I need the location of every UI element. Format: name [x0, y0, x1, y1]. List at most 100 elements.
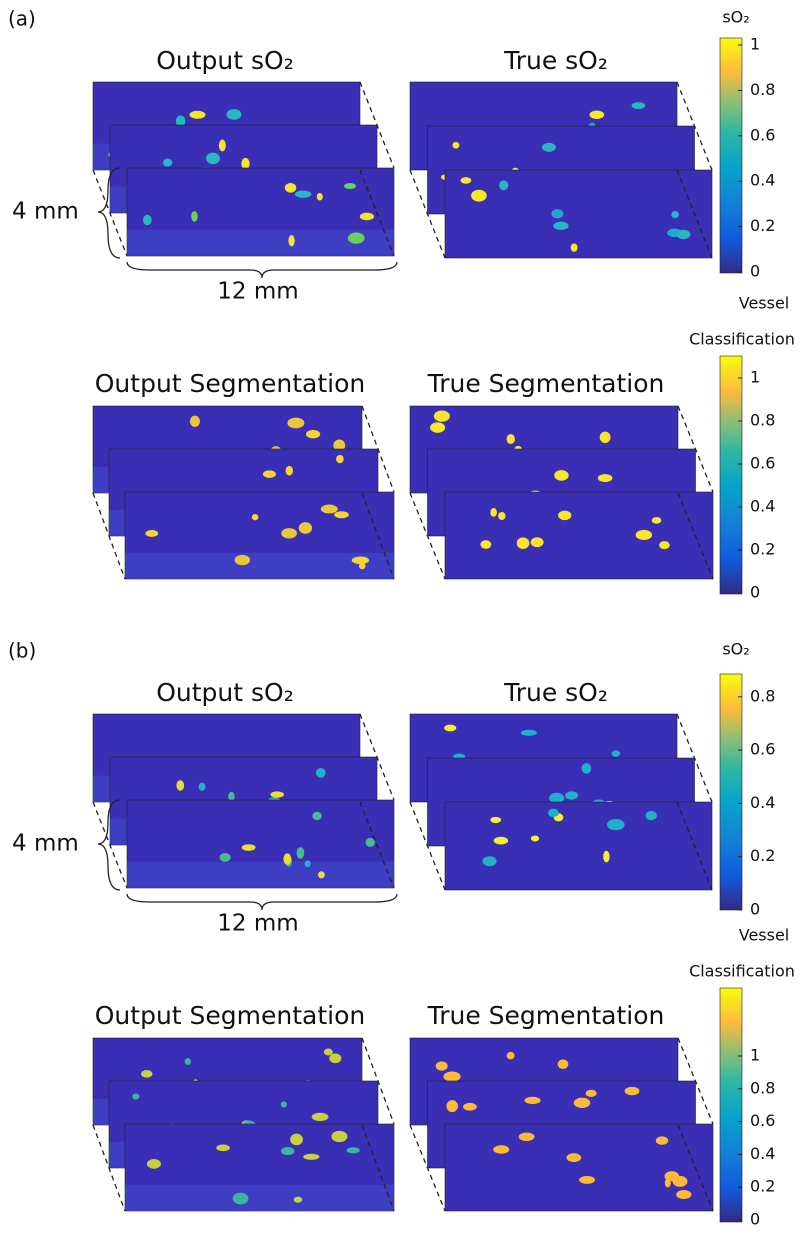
vessel: [176, 780, 184, 791]
vessel: [316, 768, 326, 778]
colorbar-label: sO₂: [722, 8, 749, 27]
vessel: [434, 410, 450, 421]
vessel: [199, 783, 206, 791]
vessel: [185, 1058, 191, 1065]
panel-title: True sO₂: [503, 678, 608, 707]
panel-title: True Segmentation: [427, 369, 665, 398]
vessel: [281, 1101, 287, 1107]
vessel: [551, 209, 563, 218]
image-stack: [93, 406, 394, 579]
vessel: [542, 143, 556, 152]
image-stack: [410, 1038, 713, 1211]
vessel: [281, 1147, 294, 1155]
vessel: [452, 142, 459, 149]
colorbar-tick-label: 0.4: [750, 497, 775, 516]
vessel: [348, 232, 365, 243]
colorbar-tick-label: 1: [750, 1046, 760, 1065]
vessel: [290, 1134, 303, 1146]
image-stack: [93, 714, 394, 888]
slice-haze: [125, 1185, 394, 1211]
vessel: [145, 530, 158, 537]
vessel: [219, 139, 226, 151]
vessel: [480, 540, 491, 549]
vessel: [519, 1133, 535, 1142]
vessel: [600, 432, 611, 443]
vessel: [294, 1197, 302, 1203]
vessel: [189, 111, 205, 119]
vessel: [430, 422, 445, 433]
vessel: [571, 243, 578, 251]
panel-title: Output Segmentation: [95, 369, 366, 398]
panel-title: True sO₂: [503, 46, 608, 75]
vessel: [589, 111, 604, 120]
width-brace: [127, 894, 397, 910]
vessel: [321, 505, 338, 514]
vessel: [521, 730, 537, 736]
vessel: [517, 537, 530, 549]
panel-title: True Segmentation: [427, 1001, 665, 1030]
vessel: [548, 809, 559, 818]
vessel: [324, 1048, 333, 1055]
vessel: [565, 791, 578, 799]
vessel: [347, 1147, 360, 1153]
colorbar-tick-label: 0.4: [750, 1144, 775, 1163]
vessel: [598, 474, 613, 482]
colorbar-tick-label: 0.4: [750, 171, 775, 190]
vessel: [312, 1113, 329, 1121]
depth-label: 4 mm: [12, 199, 79, 225]
vessel: [582, 763, 592, 774]
width-brace: [127, 262, 397, 278]
vessel: [665, 1178, 671, 1187]
vessel: [636, 530, 652, 540]
colorbar: [720, 674, 742, 910]
panel-label: (b): [8, 639, 36, 663]
image-stack: [410, 714, 712, 890]
slice: [445, 802, 712, 890]
vessel: [306, 430, 320, 439]
vessel: [241, 158, 249, 169]
vessel: [252, 514, 259, 520]
vessel: [303, 1154, 319, 1160]
colorbar-tick-label: 0.6: [750, 1111, 775, 1130]
vessel: [673, 1176, 688, 1187]
vessel: [494, 837, 508, 845]
colorbar-label: Vessel: [739, 926, 790, 945]
colorbar-tick-label: 0.6: [750, 740, 775, 759]
vessel: [493, 1145, 509, 1153]
vessel: [147, 1159, 161, 1169]
colorbar-label: sO₂: [722, 640, 749, 659]
vessel: [558, 1059, 569, 1069]
vessel: [607, 819, 625, 830]
panel-title: Output sO₂: [156, 678, 294, 707]
colorbar-label: Classification: [689, 330, 795, 349]
depth-label: 4 mm: [12, 831, 79, 857]
vessel: [286, 466, 293, 476]
vessel: [507, 1052, 515, 1059]
vessel: [507, 434, 515, 444]
vessel: [287, 418, 304, 429]
vessel: [499, 180, 508, 190]
vessel: [288, 235, 294, 246]
vessel: [299, 522, 312, 534]
vessel: [366, 838, 375, 847]
vessel: [263, 470, 276, 478]
colorbar-tick-label: 0.8: [750, 1078, 775, 1097]
vessel: [360, 213, 374, 221]
colorbar-tick-label: 0.8: [750, 80, 775, 99]
vessel: [482, 856, 496, 866]
vessel: [676, 1190, 691, 1199]
vessel: [317, 193, 323, 200]
vessel: [191, 211, 198, 222]
vessel: [446, 1100, 458, 1112]
vessel: [460, 177, 471, 184]
vessel: [305, 860, 311, 867]
vessel: [270, 791, 284, 797]
colorbar-tick-label: 1: [750, 368, 760, 387]
vessel: [531, 836, 539, 842]
vessel: [574, 1098, 591, 1108]
slice-haze: [127, 862, 394, 888]
colorbar-tick-label: 0.8: [750, 411, 775, 430]
vessel: [490, 817, 501, 823]
vessel: [190, 416, 200, 427]
vessel: [242, 844, 256, 851]
